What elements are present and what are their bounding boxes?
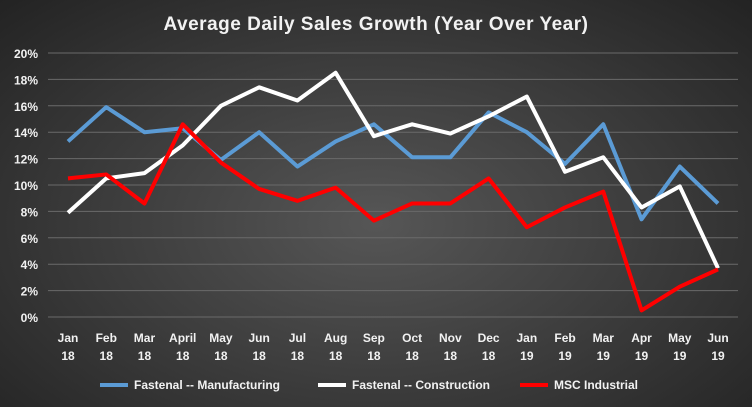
x-tick-label: 18 [214,349,228,363]
x-tick-label: 19 [635,349,649,363]
x-tick-label: 18 [252,349,266,363]
series-line-fastenal-manufacturing [66,105,720,222]
legend-label: Fastenal -- Manufacturing [134,378,280,392]
y-tick-label: 16% [14,100,38,114]
x-tick-label: 18 [291,349,305,363]
y-tick-label: 4% [21,258,39,272]
x-tick-label: 18 [61,349,75,363]
y-tick-label: 0% [21,311,39,325]
x-tick-label: Nov [439,331,462,345]
x-tick-label: 18 [329,349,343,363]
y-tick-label: 12% [14,153,38,167]
x-tick-label: Mar [134,331,156,345]
x-tick-label: 19 [673,349,687,363]
x-tick-label: May [668,331,692,345]
x-tick-label: Sep [363,331,385,345]
x-tick-label: May [209,331,233,345]
chart-title: Average Daily Sales Growth (Year Over Ye… [164,14,589,35]
x-tick-label: 18 [482,349,496,363]
x-tick-label: Apr [631,331,652,345]
series-line-fastenal-construction [66,70,720,270]
legend-label: Fastenal -- Construction [352,378,490,392]
x-tick-label: 18 [100,349,114,363]
x-tick-label: Dec [478,331,500,345]
y-tick-label: 6% [21,232,39,246]
x-tick-label: April [169,331,196,345]
x-tick-label: 18 [176,349,190,363]
x-tick-label: Jun [707,331,728,345]
x-tick-label: 18 [405,349,419,363]
x-tick-label: Aug [324,331,347,345]
x-tick-label: Jun [249,331,270,345]
x-tick-label: Jan [58,331,79,345]
x-tick-label: Oct [402,331,422,345]
x-tick-label: 18 [138,349,152,363]
x-tick-label: Feb [554,331,575,345]
series-line-msc-industrial [67,122,719,313]
y-tick-label: 10% [14,179,38,193]
x-tick-label: Feb [96,331,117,345]
x-tick-label: Mar [593,331,615,345]
x-tick-label: 18 [367,349,381,363]
x-tick-label: Jul [289,331,306,345]
y-tick-label: 8% [21,205,39,219]
x-tick-label: 19 [520,349,534,363]
y-tick-label: 18% [14,73,38,87]
x-tick-label: 18 [444,349,458,363]
x-tick-label: 19 [597,349,611,363]
x-tick-label: Jan [516,331,537,345]
legend-label: MSC Industrial [554,378,638,392]
x-tick-label: 19 [711,349,725,363]
y-tick-label: 14% [14,126,38,140]
y-tick-label: 20% [14,47,38,61]
y-tick-label: 2% [21,285,39,299]
x-tick-label: 19 [558,349,572,363]
